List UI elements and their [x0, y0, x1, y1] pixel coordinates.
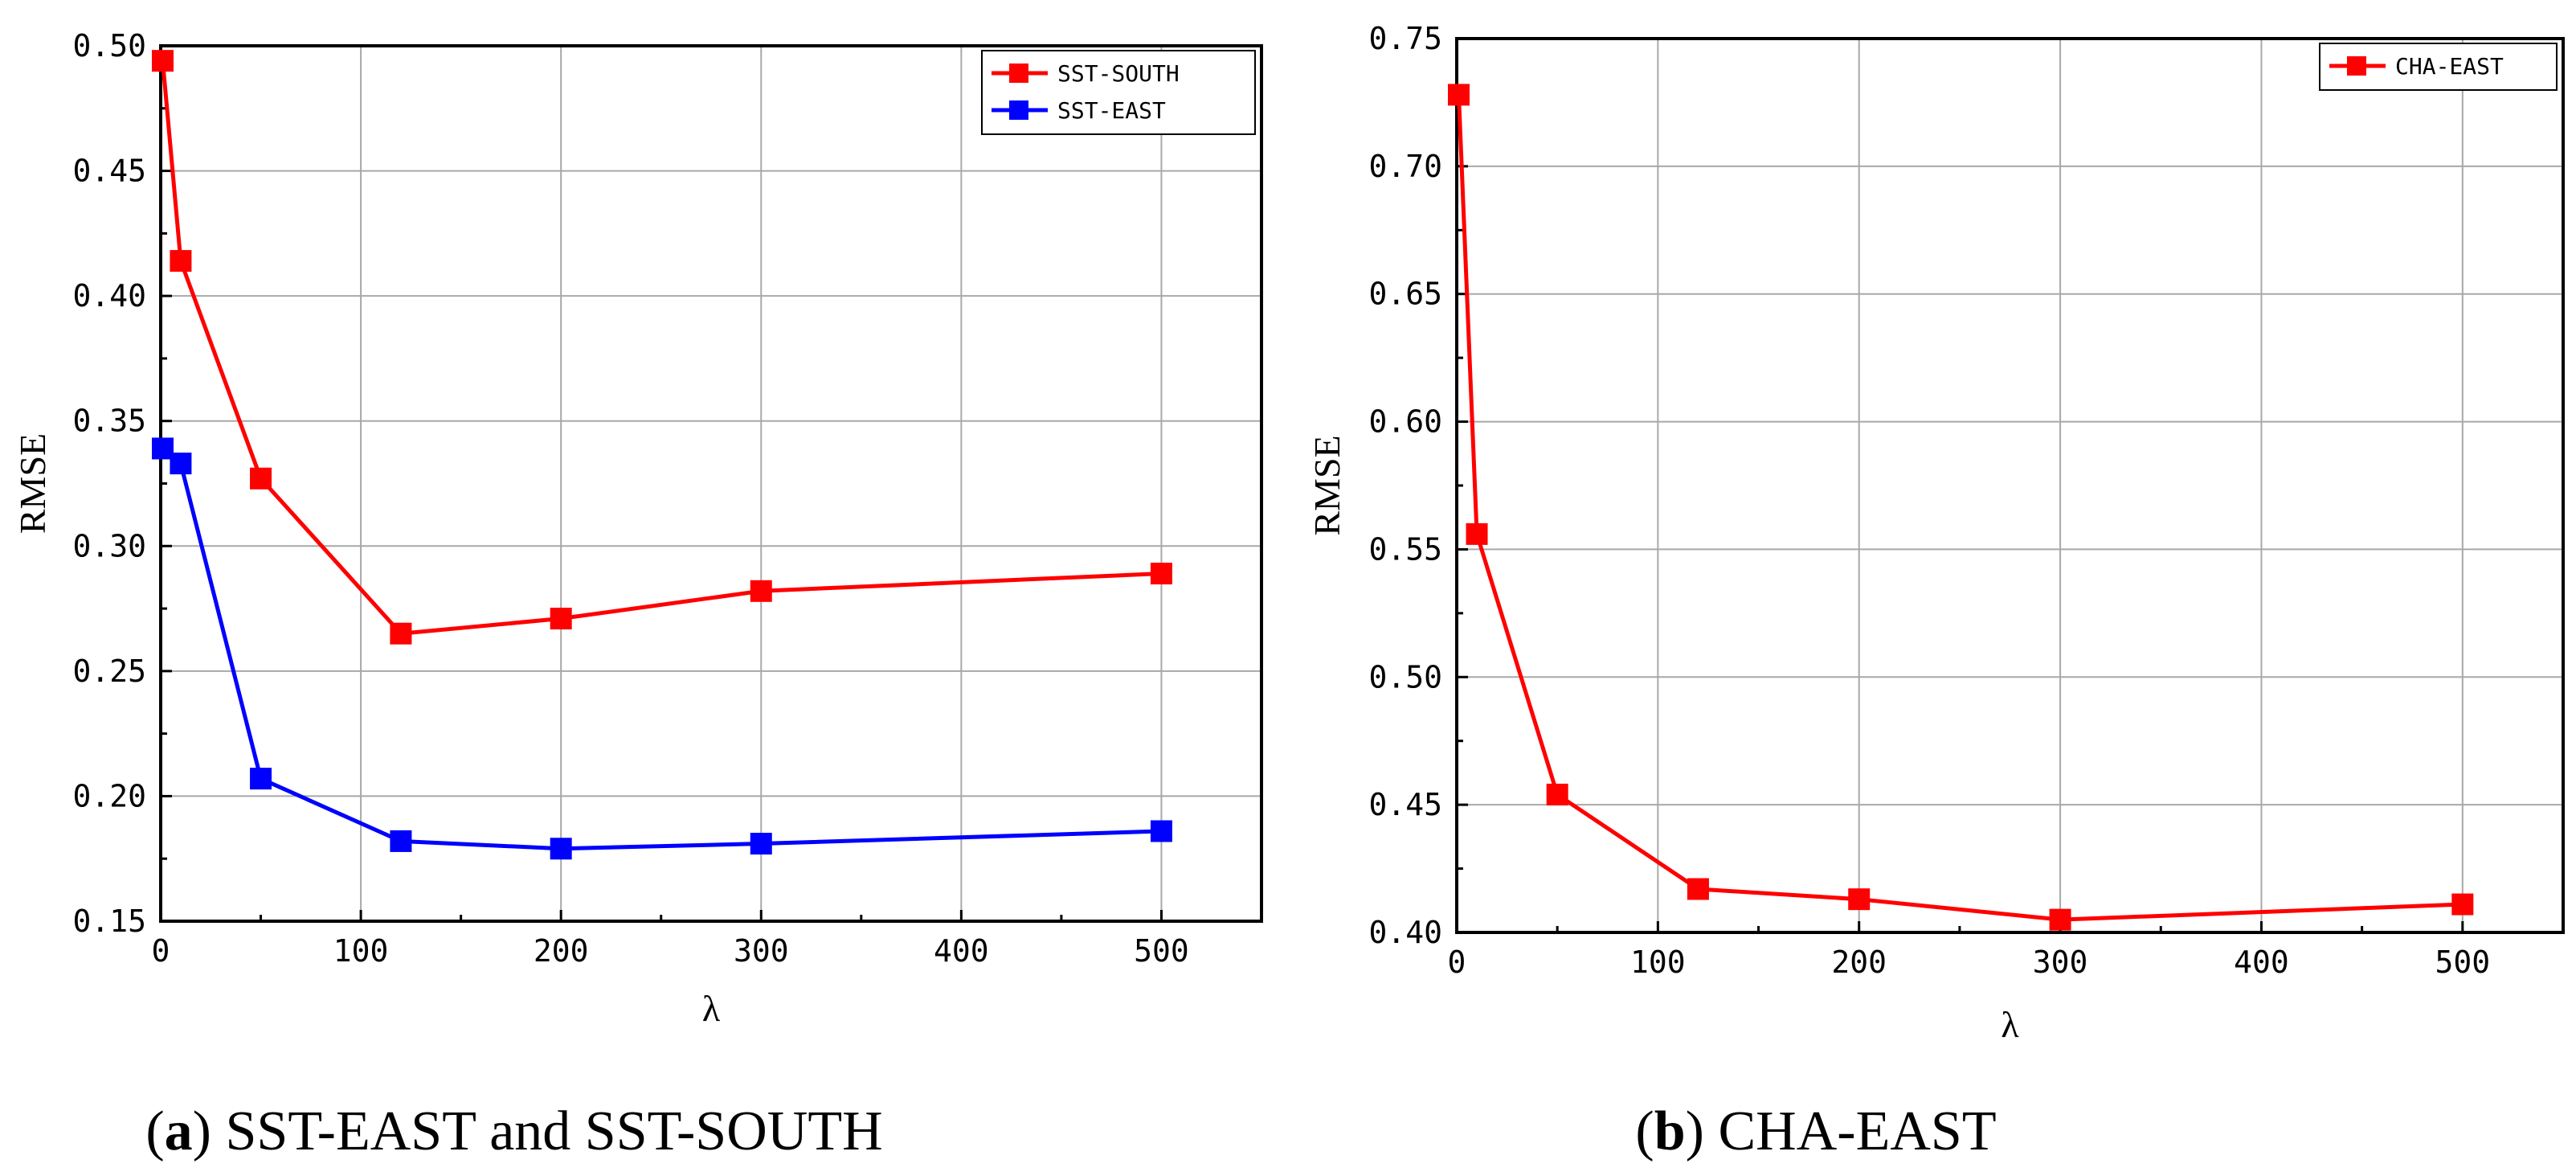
caption-b: (b) CHA-EAST — [1635, 1100, 1996, 1162]
legend: CHA-EAST — [2319, 43, 2558, 91]
data-point-cha-east — [1848, 888, 1871, 911]
y-axis-label: RMSE — [12, 433, 53, 534]
data-point-sst-east — [151, 437, 174, 460]
data-point-cha-east — [1448, 84, 1470, 106]
data-point-sst-south — [151, 50, 174, 72]
y-tick-label: 0.45 — [1368, 787, 1442, 822]
data-point-sst-south — [250, 467, 272, 490]
plot-frame — [1455, 37, 2565, 934]
data-point-cha-east — [1466, 522, 1488, 545]
y-tick-label: 0.20 — [72, 778, 146, 813]
caption-a-letter: a — [165, 1100, 193, 1162]
data-point-sst-east — [750, 833, 772, 855]
data-point-sst-south — [170, 250, 192, 272]
x-tick-label: 300 — [734, 933, 789, 969]
plot-frame — [159, 44, 1263, 923]
data-point-sst-east — [170, 453, 192, 475]
data-point-sst-south — [390, 622, 412, 645]
caption-a: (a) SST-EAST and SST-SOUTH — [145, 1100, 882, 1162]
x-tick-label: 400 — [2234, 944, 2289, 980]
x-tick-label: 100 — [1630, 944, 1686, 980]
y-tick-label: 0.50 — [72, 28, 146, 64]
y-tick-label: 0.65 — [1368, 277, 1442, 312]
series-line-cha-east — [1457, 94, 2463, 922]
x-tick-label: 200 — [534, 933, 589, 969]
series-line-sst-south — [161, 60, 1162, 636]
legend-marker — [1009, 64, 1028, 83]
data-point-cha-east — [1546, 783, 1568, 805]
y-tick-label: 0.45 — [72, 154, 146, 189]
x-tick-label: 400 — [934, 933, 989, 969]
x-tick-label: 500 — [2435, 944, 2490, 980]
y-tick-label: 0.75 — [1368, 21, 1442, 56]
legend-marker — [1009, 100, 1028, 120]
y-axis-label: RMSE — [1306, 435, 1347, 535]
y-tick-label: 0.30 — [72, 528, 146, 563]
data-point-sst-east — [550, 838, 572, 860]
data-point-cha-east — [1687, 878, 1709, 900]
y-tick-label: 0.60 — [1368, 404, 1442, 440]
y-tick-label: 0.35 — [72, 404, 146, 439]
y-tick-label: 0.50 — [1368, 659, 1442, 695]
caption-b-text: CHA-EAST — [1718, 1100, 1996, 1162]
x-tick-label: 0 — [152, 933, 170, 969]
x-tick-label: 500 — [1134, 933, 1189, 969]
x-tick-label: 0 — [1448, 944, 1466, 980]
data-point-sst-south — [750, 580, 772, 602]
data-point-cha-east — [2049, 908, 2071, 931]
caption-a-text: SST-EAST and SST-SOUTH — [225, 1100, 882, 1162]
x-axis-label: λ — [2001, 1004, 2019, 1045]
y-tick-label: 0.55 — [1368, 531, 1442, 567]
data-point-sst-east — [1150, 820, 1172, 842]
chart-a: 0 100 200 300 400 500 0.15 0.20 0.25 0.30 0.35 0.40… — [12, 28, 1263, 1029]
legend-label: SST-EAST — [1057, 97, 1166, 124]
x-tick-label: 100 — [333, 933, 389, 969]
y-tick-label: 0.15 — [72, 904, 146, 939]
legend-marker — [2347, 56, 2366, 76]
caption-b-letter: b — [1654, 1100, 1686, 1162]
legend-box — [981, 50, 1256, 135]
series-line-sst-east — [161, 447, 1162, 851]
legend-label: CHA-EAST — [2395, 53, 2504, 80]
data-point-sst-east — [250, 768, 272, 790]
x-axis-label: λ — [702, 988, 721, 1029]
data-point-sst-south — [550, 608, 572, 630]
data-point-sst-east — [390, 830, 412, 852]
y-tick-label: 0.40 — [72, 278, 146, 313]
y-tick-label: 0.40 — [1368, 915, 1442, 950]
legend: SST-SOUTH SST-EAST — [981, 50, 1256, 135]
data-point-cha-east — [2451, 893, 2474, 916]
chart-b: 0 100 200 300 400 500 0.40 0.45 0.50 0.55 0.60 0.65… — [1306, 21, 2565, 1045]
y-tick-label: 0.70 — [1368, 149, 1442, 184]
data-point-sst-south — [1150, 563, 1172, 585]
x-tick-label: 200 — [1831, 944, 1887, 980]
legend-label: SST-SOUTH — [1057, 60, 1180, 87]
x-tick-label: 300 — [2033, 944, 2088, 980]
y-tick-label: 0.25 — [72, 654, 146, 689]
